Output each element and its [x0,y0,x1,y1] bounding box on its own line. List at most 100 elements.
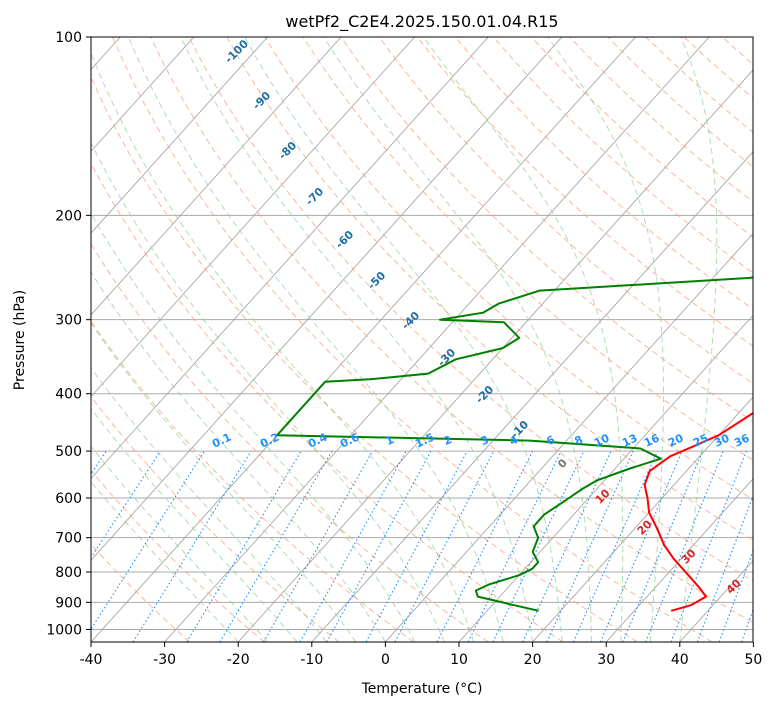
moist-adiabat-label: 0 [555,456,570,471]
isotherm-line [91,37,268,234]
dewpoint-profile-line [276,276,753,612]
y-axis-ticks: 100 200 300 400 500 600 700 800 900 1000 [46,30,91,638]
mixing-ratio-label: 16 [642,431,662,449]
dry-adiabat-label: -60 [333,228,356,251]
dry-adiabat-line [264,37,753,501]
x-tick-label: 20 [524,652,542,668]
isotherm-line [385,232,753,642]
dry-adiabat-line [416,37,753,347]
mixing-ratio-label: 20 [666,431,686,449]
mixing-ratio-line [365,450,468,642]
mixing-ratio-label: 1 [384,433,396,448]
moist-adiabat-line [244,37,563,642]
x-tick-label: 10 [450,652,468,668]
mixing-ratio-line [394,450,495,642]
isotherm-line [237,69,753,642]
y-tick-label: 600 [55,491,82,507]
dry-adiabat-label: -50 [365,269,388,292]
mixing-ratio-line [91,450,205,631]
moist-adiabat-label: 40 [724,576,744,596]
x-tick-label: 50 [744,652,762,668]
moist-adiabat-line [679,37,718,642]
y-tick-label: 1000 [46,622,82,638]
mixing-ratio-line [263,450,373,642]
mixing-ratio-line [670,450,747,642]
dry-adiabat-line [91,469,265,642]
y-tick-label: 300 [55,313,82,329]
x-axis-ticks: -40 -30 -20 -10 0 10 20 30 40 50 [80,642,762,668]
isotherm-line [532,396,753,642]
y-tick-label: 900 [55,595,82,611]
mixing-ratio-line [186,450,302,642]
isotherm-line [91,37,489,480]
isotherm-line [91,37,563,561]
isotherm-line [679,560,753,642]
x-axis-label: Temperature (°C) [361,681,483,697]
mixing-ratio-label: 25 [691,431,710,449]
y-axis-label: Pressure (hPa) [12,290,28,390]
mixing-ratio-line [467,450,562,642]
dry-adiabat-label: -90 [250,89,273,112]
mixing-ratio-label: 10 [592,431,612,449]
mixing-ratio-label: 13 [620,431,639,449]
dry-adiabat-line [531,37,753,238]
isotherm-line [458,314,753,642]
y-tick-label: 800 [55,565,82,581]
dry-adiabat-label: -40 [399,309,422,332]
y-tick-label: 400 [55,387,82,403]
y-tick-label: 700 [55,531,82,547]
dry-adiabat-line [91,395,340,642]
mixing-ratio-line [599,450,683,642]
x-tick-label: 40 [671,652,689,668]
moist-adiabat-line [91,445,268,642]
mixing-ratio-line [132,450,252,642]
moist-adiabat-line [547,37,664,642]
isotherm-line [164,37,710,642]
x-tick-label: 0 [381,652,390,668]
mixing-ratio-label: 36 [732,431,752,449]
isotherm-line [605,478,753,642]
y-tick-label: 100 [55,30,82,46]
x-tick-label: -20 [227,652,250,668]
dry-adiabat-line [91,320,414,642]
x-tick-label: 30 [597,652,615,668]
x-tick-label: -40 [80,652,103,668]
mixing-ratio-label: 0.4 [306,430,329,450]
dry-adiabat-line [378,37,753,385]
mixing-ratio-label: 30 [712,431,732,449]
mixing-ratio-label: 8 [573,433,585,448]
moist-adiabat-line [323,37,592,642]
mixing-ratio-line [718,549,753,642]
x-tick-label: -10 [300,652,323,668]
moist-adiabat-line [91,407,298,642]
mixing-ratio-line [91,450,107,475]
mixing-ratio-line [522,450,612,642]
dry-adiabat-line [645,37,753,133]
moist-adiabat-line [91,141,445,642]
plot-frame [90,36,754,643]
dry-adiabat-line [150,37,753,624]
mixing-ratio-line [492,450,585,642]
dry-adiabat-line [760,37,775,642]
mixing-ratio-label: 0.6 [338,430,361,450]
chart-title: wetPf2_C2E4.2025.150.01.04.R15 [285,12,558,32]
dry-adiabat-line [91,162,564,642]
line-labels: -100-90-80-70-60-50-40-30-20-10010203040… [210,37,752,597]
y-tick-label: 500 [55,444,82,460]
y-tick-label: 200 [55,208,82,224]
mixing-ratio-line [299,450,407,642]
dry-adiabat-line [91,75,638,642]
moist-adiabat-line [91,212,416,642]
isotherm-line [91,37,415,398]
moist-adiabat-line [91,51,475,642]
isotherm-line [91,37,342,316]
mixing-ratio-line [572,450,658,642]
mixing-ratio-label: 6 [545,433,558,448]
profile-lines [276,276,753,612]
dry-adiabat-line [455,37,753,310]
dry-adiabat-line [91,243,489,642]
dry-adiabat-line [112,37,713,642]
temperature-profile-line [643,411,753,612]
mixing-ratio-line [219,450,333,642]
